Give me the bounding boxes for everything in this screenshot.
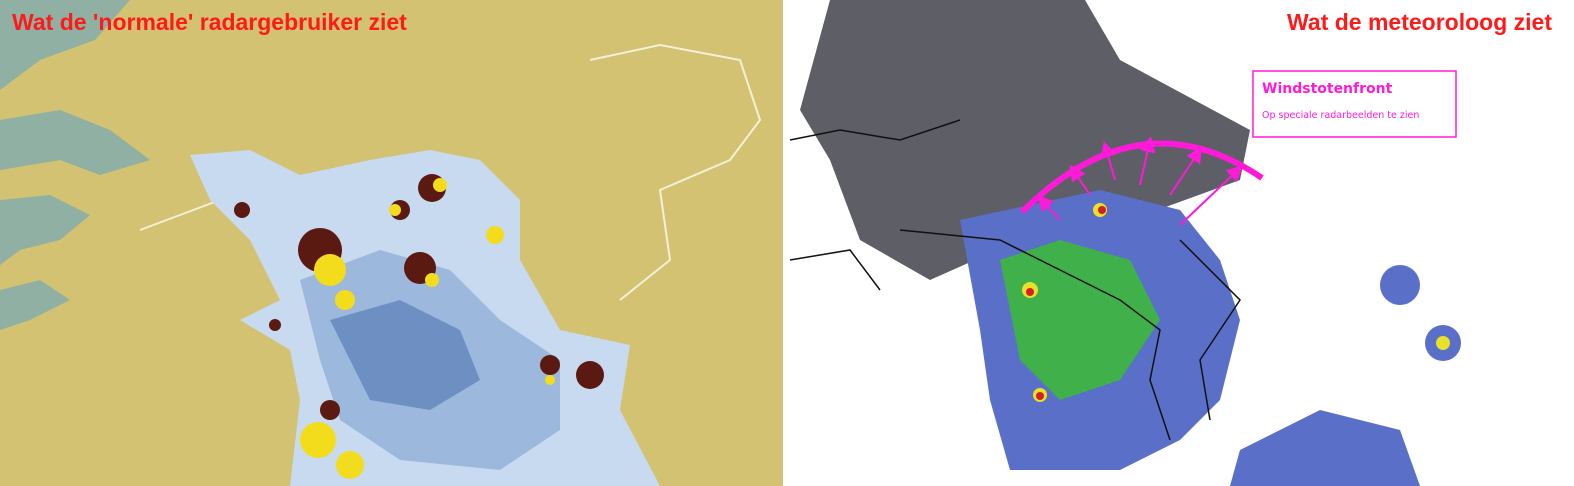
right-title: Wat de meteoroloog ziet — [1287, 9, 1552, 35]
left-map: Wat de 'normale' radargebruiker ziet — [0, 0, 783, 486]
annotation-subtitle: Op speciale radarbeelden te zien — [1262, 110, 1419, 121]
left-title: Wat de 'normale' radargebruiker ziet — [12, 9, 407, 35]
annotation-title: Windstotenfront — [1262, 81, 1393, 97]
right-map: Windstotenfront Op speciale radarbeelden… — [788, 0, 1574, 486]
